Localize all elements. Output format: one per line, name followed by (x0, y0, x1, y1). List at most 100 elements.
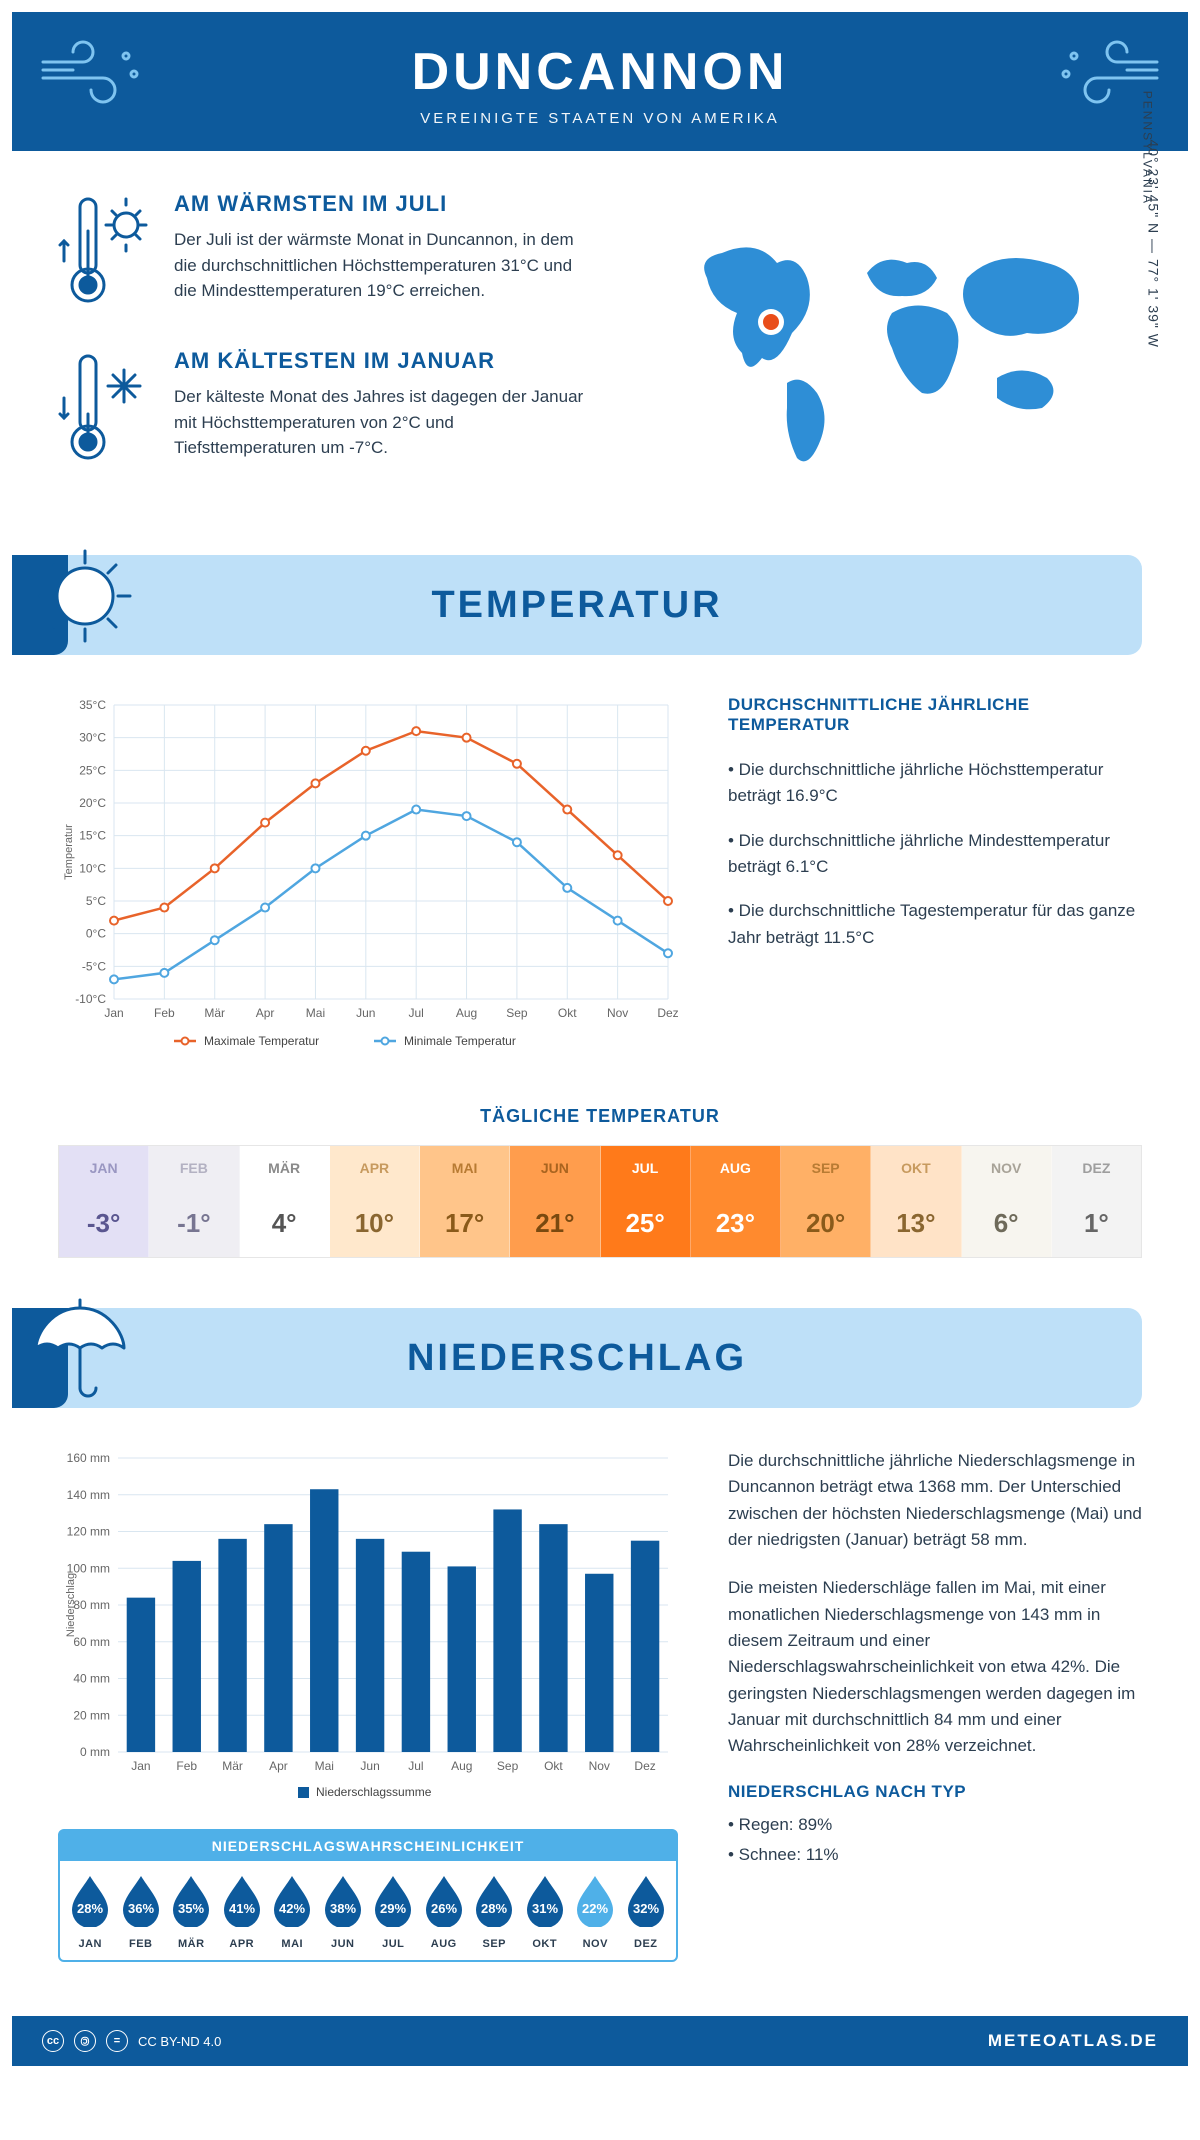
daily-temp-cell: NOV6° (962, 1146, 1052, 1257)
precip-probability-box: NIEDERSCHLAGSWAHRSCHEINLICHKEIT 28%JAN36… (58, 1829, 678, 1962)
svg-text:Jan: Jan (104, 1006, 123, 1020)
svg-text:160 mm: 160 mm (67, 1451, 110, 1465)
coldest-text: Der kälteste Monat des Jahres ist dagege… (174, 384, 593, 461)
temperature-facts: DURCHSCHNITTLICHE JÄHRLICHE TEMPERATUR •… (728, 695, 1142, 1060)
precipitation-facts: Die durchschnittliche jährliche Niedersc… (728, 1448, 1142, 1962)
precip-prob-drop: 42%MAI (268, 1873, 317, 1950)
temp-fact-item: • Die durchschnittliche jährliche Mindes… (728, 828, 1142, 881)
svg-text:Sep: Sep (497, 1759, 519, 1773)
precip-type-heading: NIEDERSCHLAG NACH TYP (728, 1782, 1142, 1802)
svg-text:32%: 32% (633, 1901, 659, 1916)
svg-text:140 mm: 140 mm (67, 1488, 110, 1502)
precip-type-item: • Regen: 89% (728, 1812, 1142, 1838)
svg-text:Feb: Feb (154, 1006, 175, 1020)
daily-temp-cell: JUL25° (601, 1146, 691, 1257)
svg-text:Jul: Jul (409, 1006, 424, 1020)
precip-prob-drop: 36%FEB (117, 1873, 166, 1950)
warmest-heading: AM WÄRMSTEN IM JULI (174, 191, 593, 217)
svg-text:Niederschlagssumme: Niederschlagssumme (316, 1785, 432, 1799)
svg-text:36%: 36% (128, 1901, 154, 1916)
world-map-icon (667, 218, 1107, 478)
temp-fact-item: • Die durchschnittliche jährliche Höchst… (728, 757, 1142, 810)
coldest-heading: AM KÄLTESTEN IM JANUAR (174, 348, 593, 374)
warmest-text: Der Juli ist der wärmste Monat in Duncan… (174, 227, 593, 304)
svg-text:Mai: Mai (315, 1759, 334, 1773)
svg-text:Dez: Dez (634, 1759, 655, 1773)
svg-text:22%: 22% (582, 1901, 608, 1916)
thermometer-snow-icon (58, 348, 154, 468)
precip-prob-drop: 28%SEP (470, 1873, 519, 1950)
daily-temp-cell: SEP20° (781, 1146, 871, 1257)
svg-text:Aug: Aug (456, 1006, 477, 1020)
daily-temp-cell: APR10° (330, 1146, 420, 1257)
header-banner: DUNCANNON VEREINIGTE STAATEN VON AMERIKA (12, 12, 1188, 151)
svg-text:41%: 41% (229, 1901, 255, 1916)
precip-prob-drop: 26%AUG (420, 1873, 469, 1950)
svg-text:Temperatur: Temperatur (63, 824, 75, 880)
svg-text:Aug: Aug (451, 1759, 472, 1773)
precipitation-title: NIEDERSCHLAG (407, 1337, 747, 1380)
by-icon: 🄯 (74, 2030, 96, 2052)
precip-prob-drop: 41%APR (218, 1873, 267, 1950)
svg-text:Sep: Sep (506, 1006, 528, 1020)
warmest-block: AM WÄRMSTEN IM JULI Der Juli ist der wär… (58, 191, 593, 316)
precip-prob-drop: 38%JUN (319, 1873, 368, 1950)
svg-text:Jul: Jul (408, 1759, 423, 1773)
svg-text:5°C: 5°C (86, 894, 106, 908)
svg-text:-10°C: -10°C (75, 992, 106, 1006)
svg-text:35%: 35% (178, 1901, 204, 1916)
temperature-section-header: TEMPERATUR (12, 555, 1142, 655)
page-title: DUNCANNON (32, 42, 1168, 102)
svg-text:20°C: 20°C (79, 796, 106, 810)
svg-text:Maximale Temperatur: Maximale Temperatur (204, 1034, 319, 1048)
precipitation-chart: 0 mm20 mm40 mm60 mm80 mm100 mm120 mm140 … (58, 1448, 678, 1813)
svg-text:15°C: 15°C (79, 829, 106, 843)
svg-text:28%: 28% (481, 1901, 507, 1916)
svg-text:Jun: Jun (360, 1759, 379, 1773)
svg-text:0 mm: 0 mm (80, 1745, 110, 1759)
nd-icon: = (106, 2030, 128, 2052)
precip-type-item: • Schnee: 11% (728, 1842, 1142, 1868)
daily-temp-cell: AUG23° (691, 1146, 781, 1257)
precip-prob-drop: 22%NOV (571, 1873, 620, 1950)
umbrella-icon (30, 1294, 130, 1404)
svg-text:42%: 42% (279, 1901, 305, 1916)
svg-text:120 mm: 120 mm (67, 1525, 110, 1539)
daily-temp-cell: DEZ1° (1052, 1146, 1141, 1257)
cc-icon: cc (42, 2030, 64, 2052)
svg-text:Niederschlag: Niederschlag (65, 1573, 77, 1637)
precip-prob-drop: 28%JAN (66, 1873, 115, 1950)
svg-text:25°C: 25°C (79, 763, 106, 777)
daily-temp-cell: OKT13° (871, 1146, 961, 1257)
svg-text:Minimale Temperatur: Minimale Temperatur (404, 1034, 516, 1048)
site-name: METEOATLAS.DE (988, 2031, 1158, 2051)
svg-text:Jan: Jan (131, 1759, 150, 1773)
svg-text:Okt: Okt (544, 1759, 563, 1773)
daily-temp-table: JAN-3°FEB-1°MÄR4°APR10°MAI17°JUN21°JUL25… (58, 1145, 1142, 1258)
daily-temp-cell: MÄR4° (240, 1146, 330, 1257)
svg-text:Jun: Jun (356, 1006, 375, 1020)
svg-text:Mär: Mär (204, 1006, 225, 1020)
precip-prob-drop: 35%MÄR (167, 1873, 216, 1950)
daily-temp-cell: MAI17° (420, 1146, 510, 1257)
temperature-title: TEMPERATUR (431, 584, 722, 627)
svg-text:30°C: 30°C (79, 731, 106, 745)
precip-prob-drop: 29%JUL (369, 1873, 418, 1950)
precip-prob-title: NIEDERSCHLAGSWAHRSCHEINLICHKEIT (60, 1831, 676, 1861)
daily-temp-cell: FEB-1° (149, 1146, 239, 1257)
svg-text:Mär: Mär (222, 1759, 243, 1773)
svg-text:Feb: Feb (176, 1759, 197, 1773)
svg-text:60 mm: 60 mm (73, 1635, 110, 1649)
temperature-chart: -10°C-5°C0°C5°C10°C15°C20°C25°C30°C35°CJ… (58, 695, 678, 1060)
daily-temp-cell: JAN-3° (59, 1146, 149, 1257)
page-subtitle: VEREINIGTE STAATEN VON AMERIKA (32, 110, 1168, 127)
svg-text:0°C: 0°C (86, 927, 106, 941)
svg-text:Dez: Dez (657, 1006, 678, 1020)
svg-text:20 mm: 20 mm (73, 1708, 110, 1722)
precip-text-2: Die meisten Niederschläge fallen im Mai,… (728, 1575, 1142, 1759)
daily-temp-cell: JUN21° (510, 1146, 600, 1257)
license-text: CC BY-ND 4.0 (138, 2034, 221, 2049)
intro-section: AM WÄRMSTEN IM JULI Der Juli ist der wär… (12, 151, 1188, 535)
svg-text:40 mm: 40 mm (73, 1672, 110, 1686)
coordinates-label: 40° 23' 45" N — 77° 1' 39" W (1146, 139, 1162, 348)
